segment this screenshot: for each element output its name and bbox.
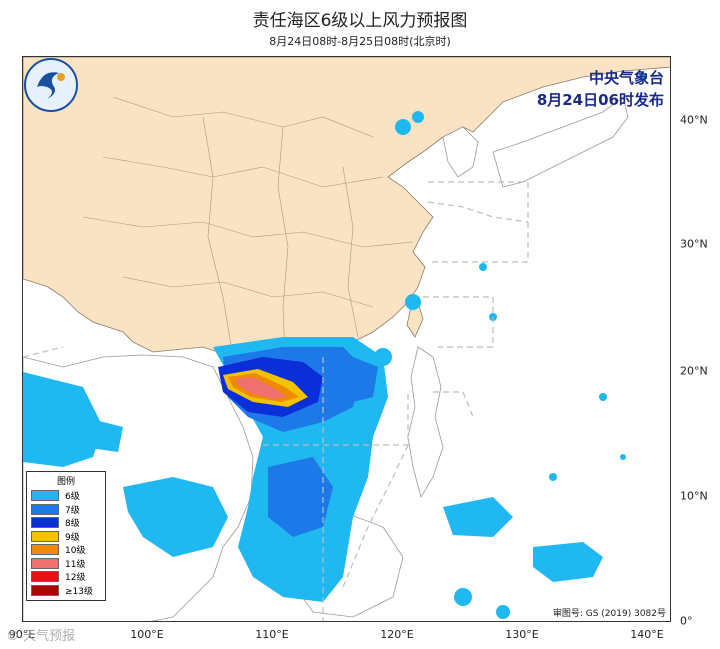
legend-item: ≥13级 (31, 584, 101, 598)
x-tick-120e: 120°E (380, 628, 414, 641)
x-tick-140e: 140°E (630, 628, 664, 641)
legend-item: 6级 (31, 489, 101, 503)
legend-item: 10级 (31, 543, 101, 557)
issuer-agency: 中央气象台 (588, 69, 664, 87)
map-title: 责任海区6级以上风力预报图 (252, 11, 468, 31)
x-tick-130e: 130°E (505, 628, 539, 641)
legend-label: 8级 (65, 519, 80, 530)
issuer-time: 8月24日06时发布 (536, 91, 664, 109)
legend-label: 9级 (65, 532, 80, 543)
issuer-label: 中央气象台 8月24日06时发布 (537, 67, 664, 111)
legend-swatch (31, 490, 59, 502)
legend-item: 12级 (31, 570, 101, 584)
wind-level-11-areas (235, 377, 287, 399)
x-tick-100e: 100°E (130, 628, 164, 641)
cma-logo (24, 58, 78, 112)
map-legend: 图例 6级 7级 8级 9级 10级 11级 12级 ≥13级 (26, 471, 106, 601)
y-tick-20n: 20°N (680, 364, 708, 378)
y-tick-30n: 30°N (680, 237, 708, 251)
x-tick-110e: 110°E (255, 628, 289, 641)
legend-title: 图例 (56, 477, 75, 487)
legend-label: 10级 (65, 546, 86, 557)
map-subtitle: 8月24日08时-8月25日08时(北京时) (269, 35, 451, 48)
sea-area-boundaries (23, 181, 529, 621)
watermark: © 天气预报 (6, 629, 76, 644)
japan-islands (492, 96, 629, 188)
legend-swatch (31, 530, 59, 542)
legend-item: 7级 (31, 503, 101, 517)
korea-peninsula (442, 126, 479, 178)
map-canvas (23, 57, 670, 621)
legend-item: 8级 (31, 516, 101, 530)
y-tick-0: 0° (680, 614, 693, 628)
legend-label: 6级 (65, 492, 80, 503)
forecast-map: 中央气象台 8月24日06时发布 图例 6级 7级 8级 9级 10级 11级 12级 ≥13… (22, 56, 671, 622)
philippines-outline (407, 346, 444, 499)
x-tick-90e: 90°E (8, 628, 36, 641)
y-tick-40n: 40°N (680, 113, 708, 127)
legend-label: 11级 (65, 559, 86, 570)
y-tick-10n: 10°N (680, 489, 708, 503)
legend-label: 7级 (65, 505, 80, 516)
approval-number: 审图号: GS (2019) 3082号 (552, 606, 666, 619)
legend-swatch (31, 571, 59, 583)
legend-swatch (31, 503, 59, 515)
legend-swatch (31, 557, 59, 569)
legend-item: 11级 (31, 557, 101, 571)
legend-swatch (31, 544, 59, 556)
province-borders (82, 96, 414, 358)
legend-label: ≥13级 (65, 586, 93, 597)
china-landmass (23, 57, 670, 358)
legend-item: 9级 (31, 530, 101, 544)
legend-label: 12级 (65, 573, 86, 584)
legend-swatch (31, 517, 59, 529)
legend-swatch (31, 584, 59, 596)
